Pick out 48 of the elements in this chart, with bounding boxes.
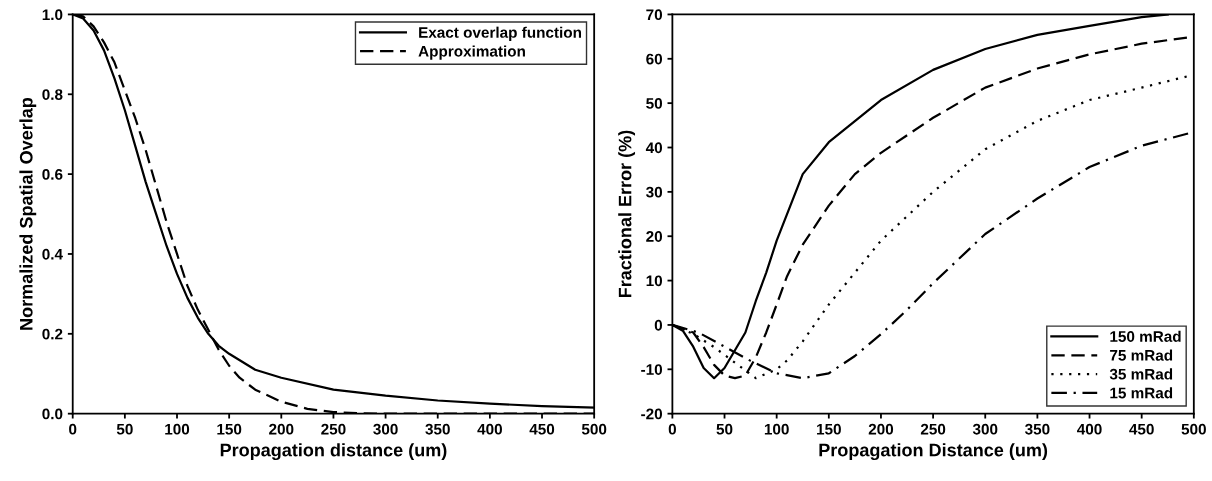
y-tick-label: 0.2 [42,328,63,340]
x-tick-label: 0 [668,423,676,435]
x-tick-label: 250 [920,423,946,435]
x-tick-label: 50 [116,423,133,435]
y-tick-label: 1.0 [42,9,63,21]
legend-label: 35 mRad [1109,368,1173,380]
y-axis-title: Normalized Spatial Overlap [19,97,37,330]
x-tick-label: 250 [321,423,346,435]
x-tick-label: 200 [269,423,294,435]
y-tick-label: -10 [641,364,663,375]
x-tick-label: 450 [1129,423,1154,435]
legend-label: 75 mRad [1110,349,1173,361]
y-axis-title: Fractional Error (%) [618,130,636,298]
y-tick-label: 0.0 [42,408,63,420]
x-tick-label: 300 [972,423,998,435]
y-tick-label: 0.4 [42,248,63,260]
x-tick-label: 150 [217,423,242,435]
x-tick-label: 100 [165,423,190,435]
x-axis-title: Propagation Distance (um) [819,443,1048,461]
x-tick-label: 400 [1077,423,1102,435]
x-tick-label: 400 [477,423,502,435]
y-tick-label: 60 [646,53,663,65]
x-tick-label: 150 [817,423,841,435]
legend-label: Approximation [418,45,525,60]
x-tick-label: 500 [1181,423,1206,435]
legend-label: Exact overlap function [419,26,582,41]
x-tick-label: 350 [1024,423,1050,435]
legend-label: 15 mRad [1110,387,1173,399]
x-tick-label: 350 [425,423,450,435]
y-tick-label: 20 [646,231,663,242]
x-tick-label: 200 [868,423,894,435]
y-tick-label: 30 [646,186,663,198]
x-tick-label: 300 [373,423,398,435]
y-tick-label: 70 [646,9,663,21]
y-tick-label: 40 [645,142,663,154]
y-tick-label: 0.8 [42,89,63,100]
legend-label: 150 mRad [1110,330,1181,342]
x-tick-label: 0 [69,423,77,435]
y-tick-label: 50 [646,98,663,109]
y-tick-label: 10 [646,275,663,287]
x-tick-label: 50 [716,423,733,435]
x-tick-label: 450 [529,423,555,435]
y-tick-label: 0.6 [42,168,63,180]
y-tick-label: 0 [654,319,663,331]
x-tick-label: 500 [581,423,607,435]
x-tick-label: 100 [764,423,789,435]
y-tick-label: -20 [641,408,663,420]
x-axis-title: Propagation distance (um) [220,443,447,461]
